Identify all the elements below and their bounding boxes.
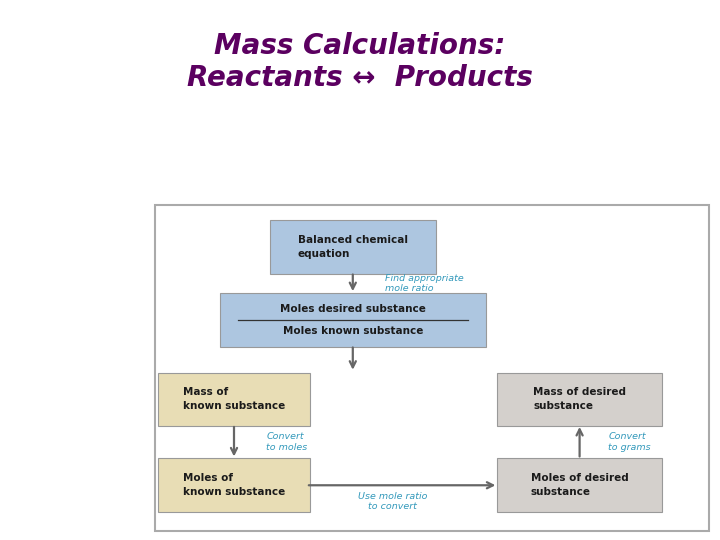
Text: Moles known substance: Moles known substance [283, 326, 423, 336]
Text: Moles of
known substance: Moles of known substance [183, 473, 285, 497]
Text: Mass Calculations:: Mass Calculations: [215, 32, 505, 60]
Text: Mass of desired
substance: Mass of desired substance [533, 387, 626, 411]
Text: Moles desired substance: Moles desired substance [280, 304, 426, 314]
FancyBboxPatch shape [270, 220, 436, 274]
Text: Balanced chemical
equation: Balanced chemical equation [298, 235, 408, 259]
FancyBboxPatch shape [220, 293, 486, 347]
Text: Reactants ↔  Products: Reactants ↔ Products [187, 64, 533, 92]
FancyBboxPatch shape [158, 373, 310, 426]
Text: Convert
to grams: Convert to grams [608, 433, 651, 452]
Text: Find appropriate
mole ratio: Find appropriate mole ratio [385, 274, 464, 293]
FancyBboxPatch shape [155, 205, 709, 531]
FancyBboxPatch shape [158, 458, 310, 512]
FancyBboxPatch shape [497, 373, 662, 426]
Text: Moles of desired
substance: Moles of desired substance [531, 473, 629, 497]
Text: Use mole ratio
to convert: Use mole ratio to convert [358, 491, 427, 511]
Text: Convert
to moles: Convert to moles [266, 433, 307, 452]
FancyBboxPatch shape [497, 458, 662, 512]
Text: Mass of
known substance: Mass of known substance [183, 387, 285, 411]
